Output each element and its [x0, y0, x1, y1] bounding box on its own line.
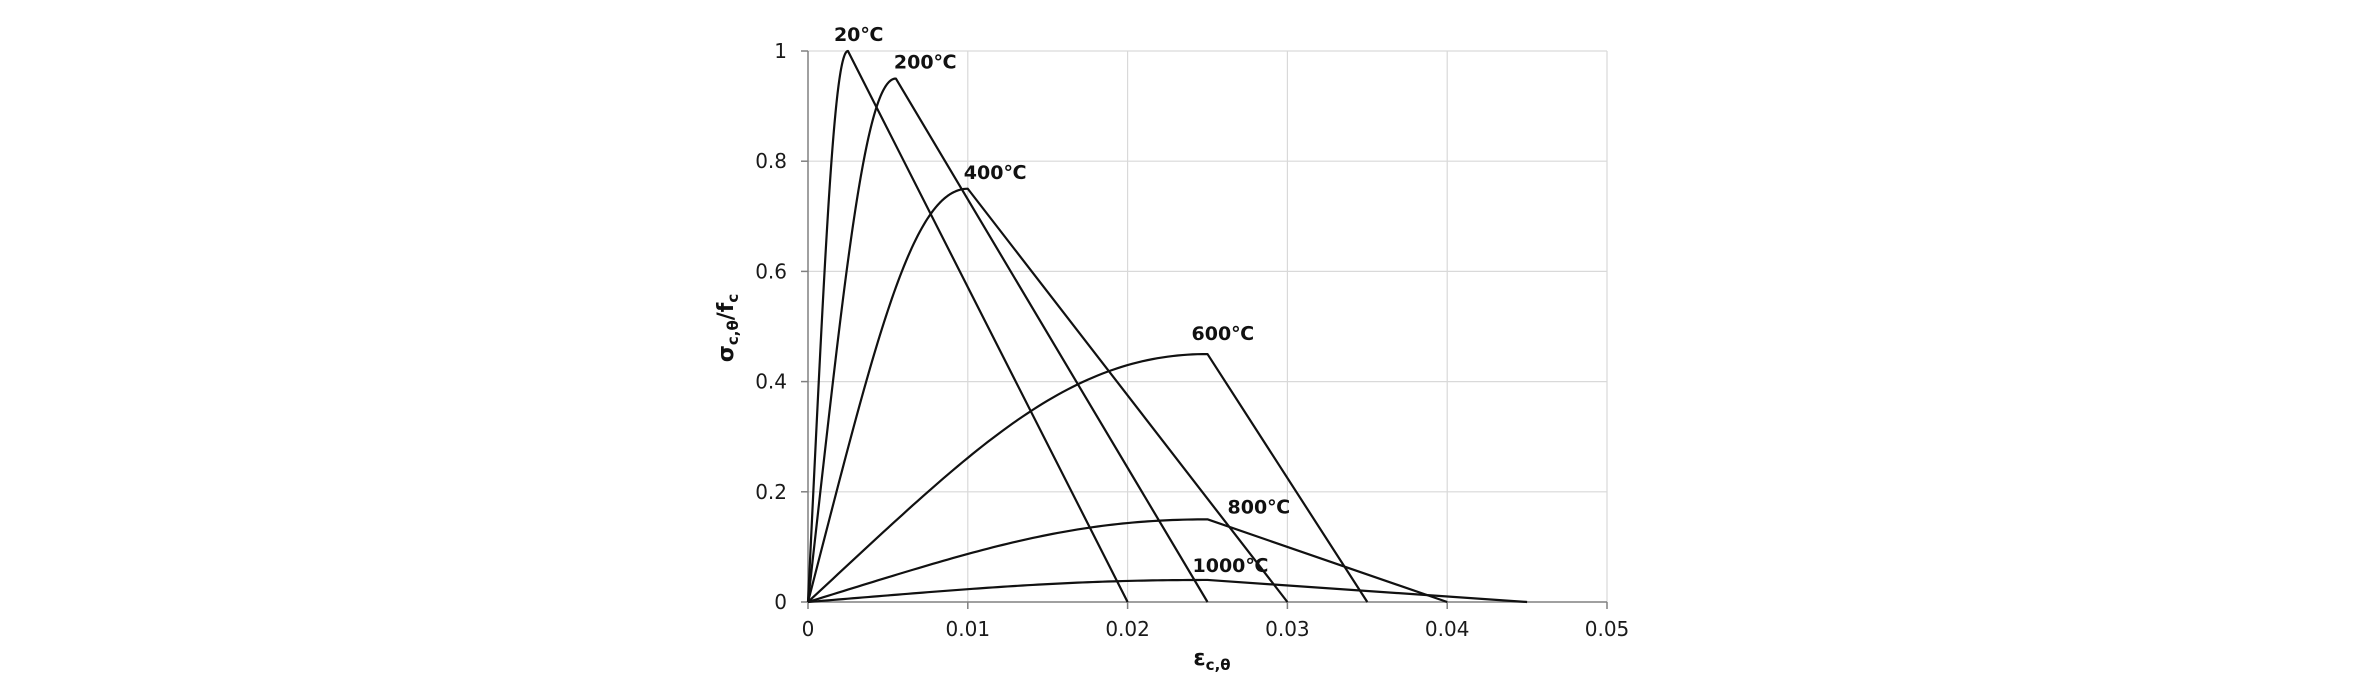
curve-label-600c: 600℃: [1192, 323, 1255, 345]
curve-labels: 20℃ 200℃ 400℃ 600℃ 800℃ 1000℃: [834, 24, 1290, 577]
x-axis-title: εc,θ: [1193, 646, 1230, 674]
y-tick-label: 0.8: [755, 149, 787, 173]
x-tick-label: 0: [802, 617, 815, 641]
curve-20c: [806, 49, 1129, 603]
y-axis-title-mid: /f: [714, 302, 739, 320]
curve-label-20c: 20℃: [834, 24, 883, 46]
curve-label-400c: 400℃: [964, 162, 1027, 184]
x-tick-label: 0.02: [1105, 617, 1150, 641]
y-tick-label: 0: [774, 590, 787, 614]
curve-400c: [806, 187, 1289, 603]
y-axis-title-main: σ: [714, 345, 739, 362]
y-axis-title-sub2: c: [724, 294, 742, 303]
y-tick-label: 0.6: [755, 259, 787, 283]
y-tick-label: 1: [774, 39, 787, 63]
x-tick-label: 0.03: [1265, 617, 1310, 641]
y-tick-label: 0.4: [755, 370, 787, 394]
x-tick-label: 0.01: [946, 617, 991, 641]
curve-200c: [806, 77, 1209, 603]
x-tick-label: 0.05: [1585, 617, 1630, 641]
x-axis-title-sub: c,θ: [1206, 656, 1231, 674]
tick-labels: 0 0.01 0.02 0.03 0.04 0.05 0 0.2 0.4 0.6 0.8 1: [755, 39, 1629, 641]
y-tick-label: 0.2: [755, 480, 787, 504]
curve-label-800c: 800℃: [1228, 496, 1291, 518]
curves: [806, 49, 1528, 604]
curve-800c: [807, 518, 1448, 604]
curve-1000c: [807, 578, 1528, 604]
y-axis-title-sub1: c,θ: [724, 320, 742, 345]
curve-600c: [807, 352, 1369, 603]
y-axis-title: σc,θ/fc: [714, 294, 742, 363]
x-axis-title-main: ε: [1193, 646, 1205, 671]
curve-label-1000c: 1000℃: [1193, 555, 1269, 577]
x-tick-label: 0.04: [1425, 617, 1470, 641]
curve-label-200c: 200℃: [894, 52, 957, 74]
grid: [808, 50, 1608, 602]
